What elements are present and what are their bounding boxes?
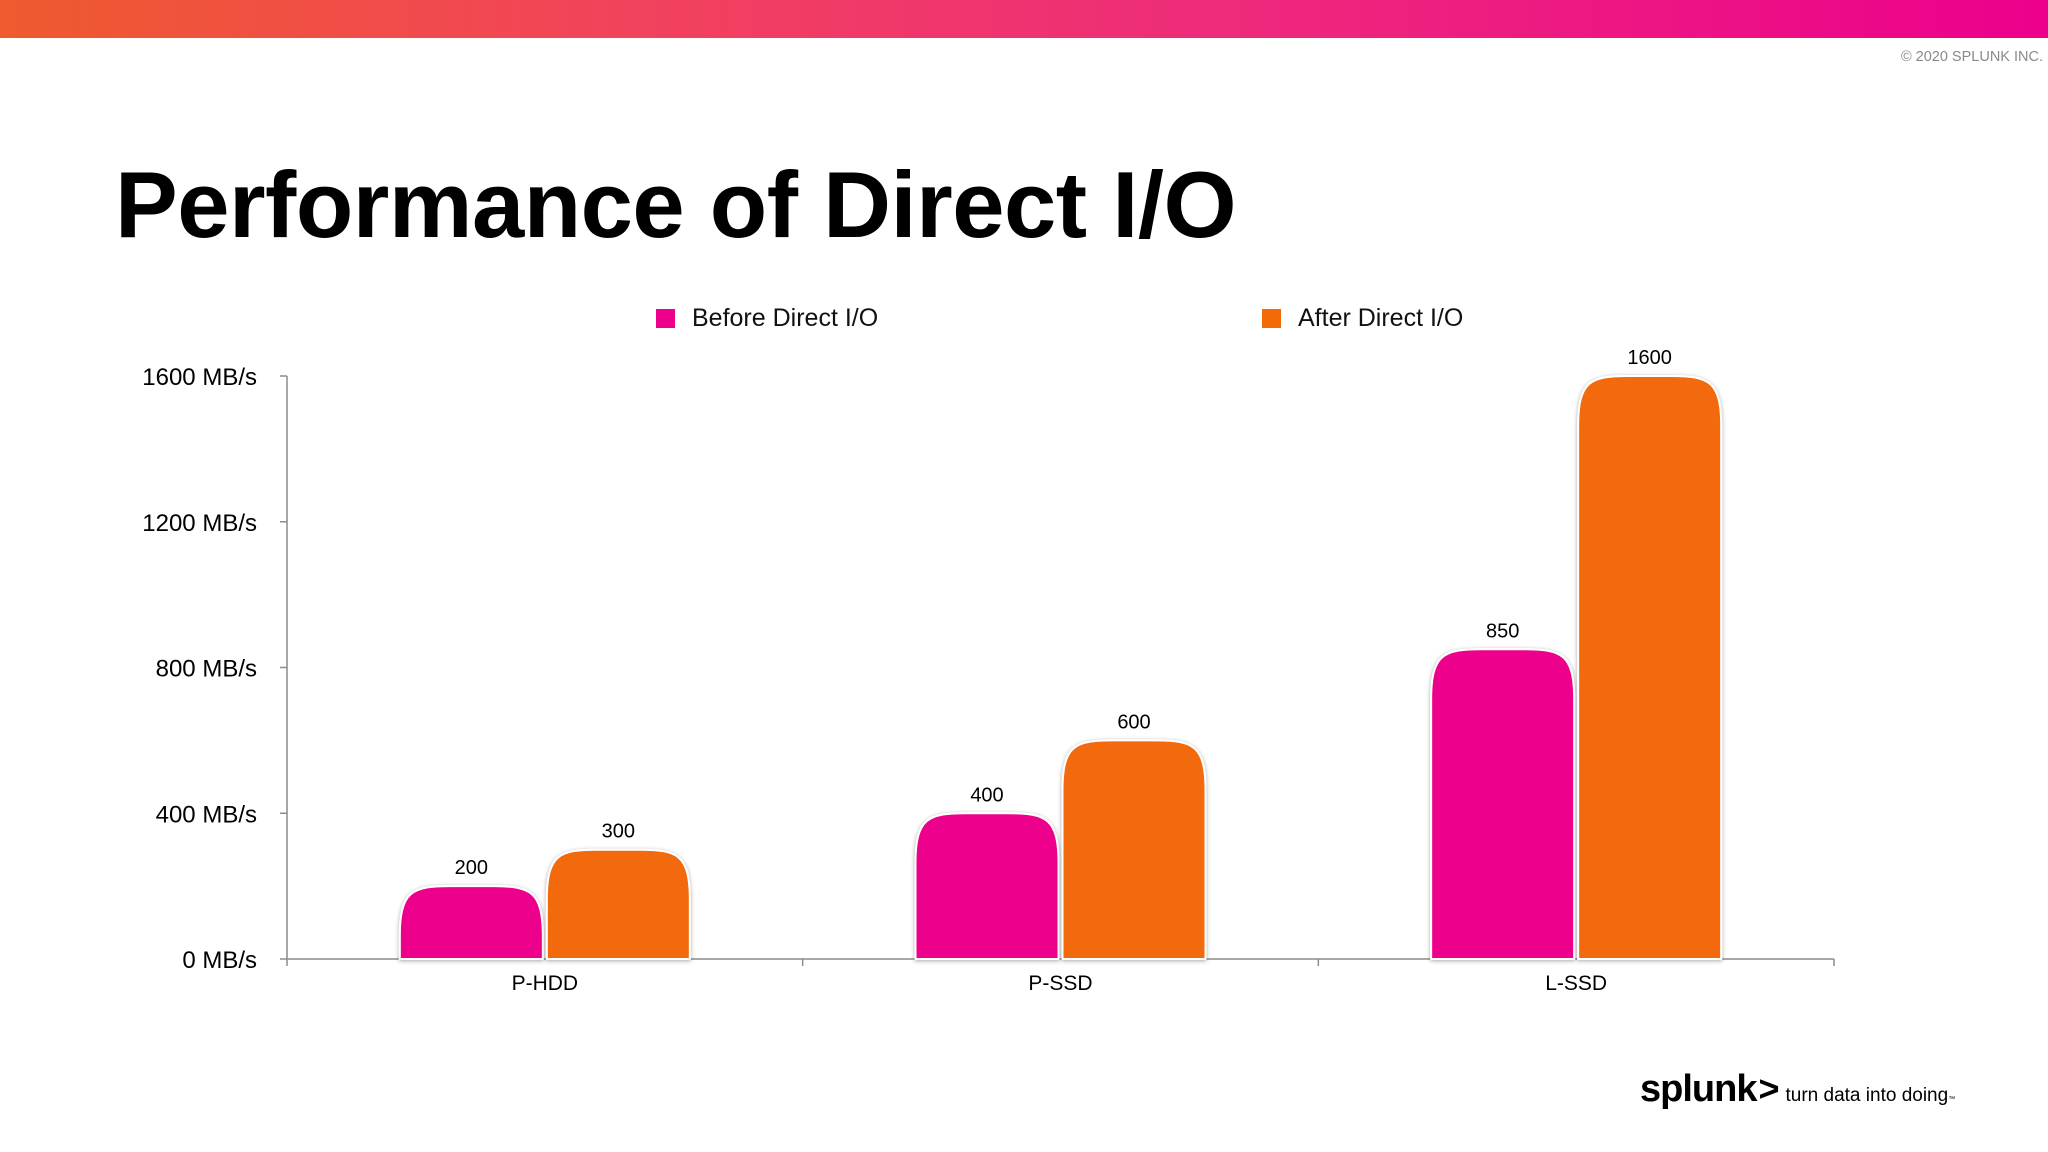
x-tick-label: L-SSD [1545,972,1607,995]
x-tick-label: P-HDD [512,972,579,995]
x-tick-label: P-SSD [1028,972,1092,995]
brand-tagline: turn data into doing [1785,1085,1949,1106]
top-gradient-bar [0,0,2048,38]
bar-after-p-ssd [1061,739,1207,960]
bar-after-l-ssd [1577,375,1723,960]
bar-before-p-hdd [398,885,544,960]
legend-item-after: After Direct I/O [1262,304,1463,333]
legend-label-before: Before Direct I/O [692,304,879,332]
data-label: 1600 [1627,347,1672,369]
data-label: 600 [1117,711,1150,733]
bar-before-p-ssd [914,812,1060,960]
trademark-mark: ™ [1948,1096,1956,1103]
legend-swatch-after [1262,309,1281,328]
y-tick-label: 0 MB/s [182,947,257,974]
y-tick-label: 800 MB/s [156,656,257,683]
bar-before-l-ssd [1430,648,1576,960]
y-tick-label: 1200 MB/s [142,510,257,537]
copyright-notice: © 2020 SPLUNK INC. [1900,49,2043,65]
data-label: 850 [1486,620,1519,642]
slide-title: Performance of Direct I/O [115,152,1237,257]
legend-item-before: Before Direct I/O [656,304,878,333]
legend-label-after: After Direct I/O [1298,304,1464,332]
chevron-right-icon: > [1758,1068,1780,1109]
y-tick-label: 400 MB/s [156,801,257,828]
legend-swatch-before [656,309,675,328]
y-tick-label: 1600 MB/s [142,364,257,391]
splunk-brand: splunk > turn data into doing ™ [1640,1068,1955,1111]
data-label: 200 [455,857,488,879]
bar-after-p-hdd [545,848,691,960]
splunk-logo: splunk [1640,1068,1757,1110]
chart-legend: Before Direct I/O After Direct I/O [0,304,2048,338]
data-label: 400 [970,784,1003,806]
data-label: 300 [602,821,635,843]
